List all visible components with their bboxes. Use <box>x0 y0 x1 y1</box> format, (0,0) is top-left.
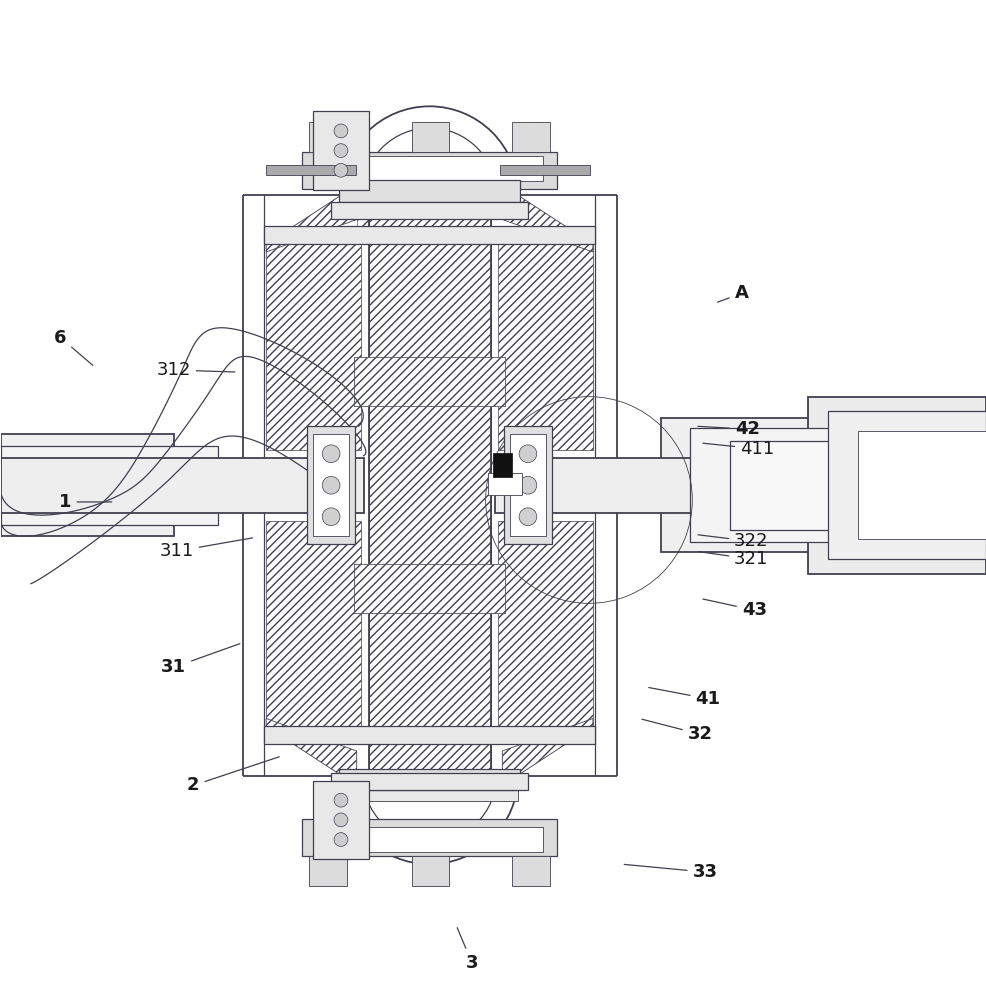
Circle shape <box>333 813 347 827</box>
Circle shape <box>333 163 347 177</box>
Bar <box>510 434 545 536</box>
Text: 41: 41 <box>648 688 720 708</box>
Bar <box>368 180 490 790</box>
Bar <box>1 434 174 536</box>
Bar <box>411 122 449 152</box>
Bar <box>314 111 368 190</box>
Text: 1: 1 <box>59 493 111 511</box>
Text: 31: 31 <box>161 644 240 676</box>
Bar <box>498 521 593 726</box>
Bar <box>266 521 360 726</box>
Text: 322: 322 <box>697 532 768 550</box>
Bar <box>308 426 354 544</box>
Bar <box>330 202 528 219</box>
Text: 2: 2 <box>187 757 279 794</box>
Text: 42: 42 <box>697 420 759 438</box>
Circle shape <box>321 445 339 463</box>
Bar <box>729 441 985 530</box>
Circle shape <box>333 144 347 157</box>
Bar <box>266 244 360 450</box>
Bar <box>314 434 348 536</box>
Text: 312: 312 <box>157 361 235 379</box>
Circle shape <box>333 793 347 807</box>
Text: 33: 33 <box>623 863 717 881</box>
Bar <box>340 169 518 191</box>
Circle shape <box>519 476 536 494</box>
Bar <box>264 726 595 744</box>
Bar <box>661 418 985 552</box>
Bar <box>353 357 505 406</box>
Circle shape <box>519 445 536 463</box>
Circle shape <box>519 508 536 526</box>
Text: 3: 3 <box>457 928 477 972</box>
Polygon shape <box>502 185 593 252</box>
Polygon shape <box>266 185 356 252</box>
Bar <box>857 431 985 539</box>
Circle shape <box>333 124 347 138</box>
Bar <box>353 357 505 406</box>
Text: 6: 6 <box>54 329 93 365</box>
Text: 43: 43 <box>702 599 766 619</box>
Bar <box>500 165 590 175</box>
Bar <box>512 856 549 886</box>
Bar <box>353 564 505 613</box>
Bar <box>492 453 512 477</box>
Bar <box>689 428 985 542</box>
Bar <box>368 180 490 790</box>
Polygon shape <box>266 718 356 785</box>
Bar <box>317 827 542 852</box>
Bar <box>310 856 346 886</box>
Text: 32: 32 <box>641 719 712 743</box>
Bar <box>1 458 363 513</box>
Bar <box>310 122 346 152</box>
Circle shape <box>321 508 339 526</box>
Bar <box>356 190 368 229</box>
Text: 321: 321 <box>697 550 768 568</box>
Bar <box>1 446 218 525</box>
Bar <box>504 426 551 544</box>
Bar <box>411 856 449 886</box>
Bar <box>498 244 593 450</box>
Circle shape <box>321 476 339 494</box>
Polygon shape <box>502 718 593 785</box>
Bar <box>353 564 505 613</box>
Bar <box>302 152 557 189</box>
Bar <box>264 226 595 244</box>
Bar <box>317 156 542 181</box>
Bar <box>338 180 520 202</box>
Bar <box>512 122 549 152</box>
Bar <box>495 458 985 513</box>
Bar <box>827 411 985 559</box>
Text: 311: 311 <box>160 538 252 560</box>
Bar <box>340 780 518 801</box>
Bar <box>487 473 522 495</box>
Bar <box>266 165 355 175</box>
Text: A: A <box>717 284 747 302</box>
Circle shape <box>333 833 347 846</box>
Bar <box>808 397 985 574</box>
Bar <box>338 769 520 790</box>
Bar <box>330 773 528 790</box>
Bar <box>302 819 557 856</box>
Text: 411: 411 <box>702 440 774 458</box>
Bar <box>314 781 368 859</box>
